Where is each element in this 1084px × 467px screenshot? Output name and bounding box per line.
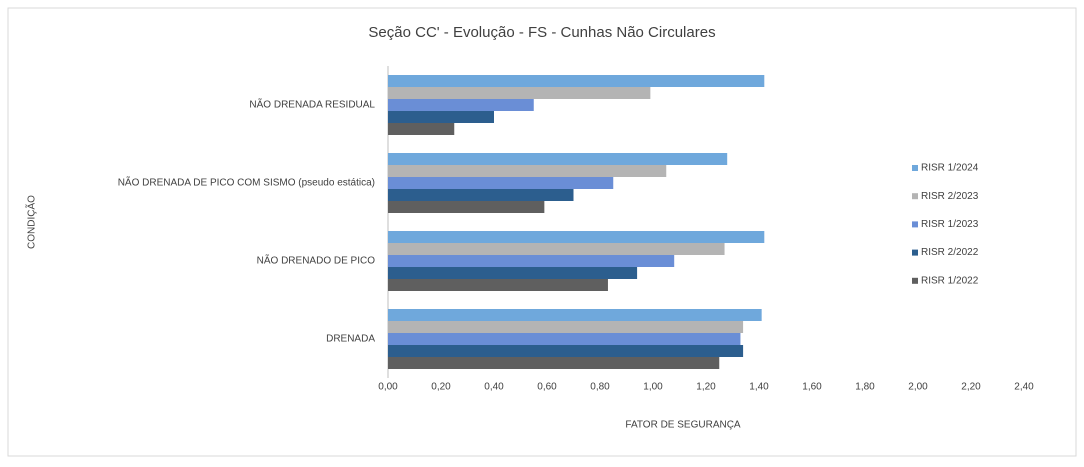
- legend-label: RISR 2/2023: [921, 191, 979, 202]
- x-tick-label: 2,40: [1014, 382, 1034, 393]
- y-axis-label: CONDIÇÃO: [25, 195, 38, 249]
- legend-swatch: [912, 221, 918, 228]
- bar: [388, 309, 762, 321]
- legend-label: RISR 1/2024: [921, 163, 979, 174]
- x-tick-label: 0,40: [484, 382, 504, 393]
- legend-swatch: [912, 165, 918, 171]
- bar: [388, 189, 574, 201]
- x-tick-label: 0,80: [590, 382, 610, 393]
- x-axis-label: FATOR DE SEGURANÇA: [625, 420, 741, 431]
- bar: [388, 255, 675, 267]
- legend-swatch: [912, 193, 918, 200]
- legend-label: RISR 1/2023: [921, 219, 979, 230]
- bar: [388, 279, 608, 291]
- x-tick-label: 2,20: [961, 382, 981, 393]
- x-tick-label: 0,00: [378, 382, 398, 393]
- bar: [388, 243, 725, 255]
- y-tick-label: NÃO DRENADO DE PICO: [257, 254, 376, 267]
- x-tick-label: 0,60: [537, 382, 557, 393]
- bar: [388, 177, 614, 189]
- bar: [388, 75, 765, 87]
- bar: [388, 111, 494, 123]
- chart-title: Seção CC' - Evolução - FS - Cunhas Não C…: [368, 24, 715, 41]
- legend-swatch: [912, 249, 918, 256]
- x-tick-label: 1,00: [643, 382, 663, 393]
- y-tick-label: DRENADA: [326, 334, 375, 345]
- bar: [388, 99, 534, 111]
- bar: [388, 123, 455, 135]
- x-tick-label: 1,80: [855, 382, 875, 393]
- x-tick-label: 0,20: [431, 382, 451, 393]
- y-tick-label: NÃO DRENADA RESIDUAL: [249, 98, 375, 111]
- bar: [388, 87, 651, 99]
- x-tick-label: 1,60: [802, 382, 822, 393]
- legend-label: RISR 2/2022: [921, 247, 979, 258]
- bar: [388, 333, 741, 345]
- bar: [388, 165, 667, 177]
- x-tick-label: 2,00: [908, 382, 928, 393]
- y-tick-label: NÃO DRENADA DE PICO COM SISMO (pseudo es…: [118, 176, 375, 189]
- bar: [388, 153, 728, 165]
- bar: [388, 345, 744, 357]
- bar: [388, 201, 545, 213]
- legend-label: RISR 1/2022: [921, 275, 979, 286]
- legend-swatch: [912, 277, 918, 284]
- bar: [388, 321, 744, 333]
- x-tick-label: 1,20: [696, 382, 716, 393]
- x-tick-label: 1,40: [749, 382, 769, 393]
- bar: [388, 231, 765, 243]
- bar: [388, 267, 638, 279]
- bar: [388, 357, 720, 369]
